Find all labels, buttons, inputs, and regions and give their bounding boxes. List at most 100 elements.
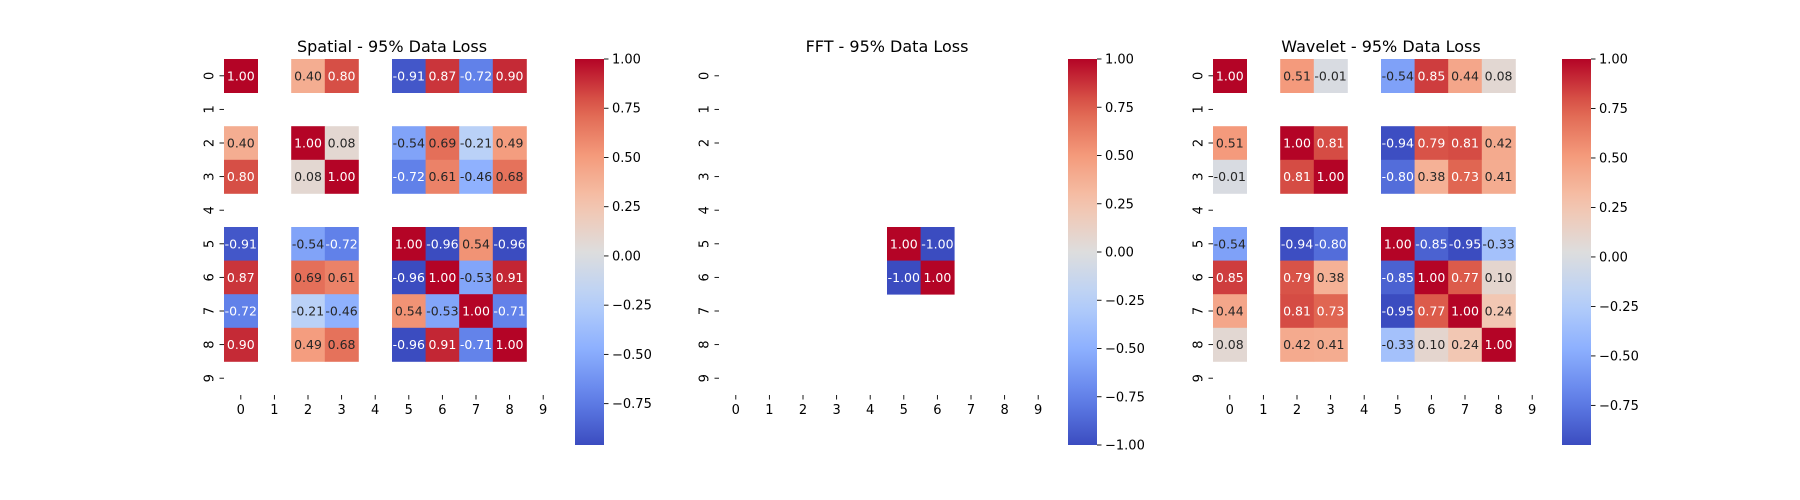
x-tick-label: 3 — [1326, 403, 1334, 418]
heatmap-cell — [1414, 59, 1449, 93]
heatmap-cell — [1481, 126, 1516, 161]
heatmap-cell — [1481, 327, 1516, 362]
x-tick-label: 6 — [933, 403, 941, 418]
heatmap-cell — [492, 294, 527, 329]
heatmap-cell — [1313, 126, 1348, 161]
cell-value-label: -0.72 — [460, 68, 492, 83]
cell-value-label: 1.00 — [1216, 68, 1244, 83]
heatmap-cell — [324, 159, 359, 194]
cell-value-label: 0.41 — [1317, 337, 1345, 352]
heatmap-cell — [291, 327, 326, 362]
cell-value-label: -0.53 — [460, 270, 492, 285]
x-tick-label: 7 — [967, 403, 975, 418]
heatmap-cell — [1381, 260, 1415, 295]
heatmap-cell — [324, 227, 359, 261]
colorbar-tick-label: 0.25 — [1599, 201, 1628, 216]
cell-value-label: 0.44 — [1216, 304, 1244, 319]
heatmap-cell — [291, 260, 326, 295]
cell-value-label: 0.79 — [1417, 136, 1445, 151]
colorbar-tick-label: −0.75 — [1105, 390, 1145, 405]
cell-value-label: -0.95 — [1382, 304, 1414, 319]
chart-title: Spatial - 95% Data Loss — [297, 37, 487, 56]
heatmap-cell — [1414, 294, 1449, 329]
cell-value-label: -0.91 — [225, 236, 257, 251]
cell-value-label: 0.81 — [1317, 136, 1345, 151]
cell-value-label: 1.00 — [923, 270, 951, 285]
heatmap-cell — [492, 126, 527, 161]
heatmap-cell — [425, 59, 460, 93]
cell-value-label: -0.96 — [426, 236, 458, 251]
y-tick-label: 7 — [1192, 307, 1207, 315]
y-tick-label: 0 — [698, 72, 713, 80]
colorbar-tick-label: −0.50 — [1105, 342, 1145, 357]
cell-value-label: 0.77 — [1417, 304, 1445, 319]
y-tick-label: 1 — [698, 105, 713, 113]
cell-value-label: -0.54 — [393, 136, 425, 151]
colorbar — [575, 59, 604, 445]
heatmap-cell — [1313, 59, 1348, 93]
y-tick-label: 6 — [698, 273, 713, 281]
x-tick-label: 4 — [1360, 403, 1368, 418]
heatmap-cell — [1313, 227, 1348, 261]
cell-value-label: -0.94 — [1281, 236, 1313, 251]
chart-title: FFT - 95% Data Loss — [806, 37, 969, 56]
colorbar-tick-label: 0.25 — [612, 200, 641, 215]
y-tick-label: 7 — [698, 307, 713, 315]
x-tick-label: 1 — [765, 403, 773, 418]
heatmap-cell — [1448, 59, 1483, 93]
heatmap-cell — [1280, 294, 1315, 329]
cell-value-label: -0.94 — [1382, 136, 1414, 151]
heatmap-cell — [1313, 327, 1348, 362]
heatmap-cell — [492, 327, 527, 362]
heatmap-cell — [224, 294, 258, 329]
colorbar-tick-label: −0.25 — [1105, 294, 1145, 309]
heatmap-cell — [1280, 159, 1315, 194]
cell-value-label: 1.00 — [1485, 337, 1513, 352]
cell-value-label: -0.91 — [393, 68, 425, 83]
y-tick-label: 3 — [203, 172, 218, 180]
cell-value-label: 0.79 — [1283, 270, 1311, 285]
colorbar — [1068, 59, 1097, 445]
heatmap-cell — [492, 260, 527, 295]
heatmap-cell — [224, 327, 258, 362]
heatmap-cell — [1381, 294, 1415, 329]
heatmap-cell — [1213, 327, 1247, 362]
colorbar-tick-label: 0.50 — [1105, 149, 1134, 164]
cell-value-label: -0.96 — [493, 236, 525, 251]
cell-value-label: 0.54 — [462, 236, 490, 251]
cell-value-label: -0.72 — [393, 169, 425, 184]
cell-value-label: 1.00 — [496, 337, 524, 352]
chart-title: Wavelet - 95% Data Loss — [1281, 37, 1480, 56]
heatmap-cell — [920, 260, 955, 295]
x-tick-label: 2 — [1293, 403, 1301, 418]
cell-value-label: 1.00 — [890, 236, 918, 251]
y-tick-label: 3 — [698, 172, 713, 180]
cell-value-label: 0.10 — [1485, 270, 1513, 285]
cell-value-label: -0.33 — [1482, 236, 1514, 251]
y-tick-label: 8 — [698, 340, 713, 348]
y-tick-label: 4 — [1192, 206, 1207, 214]
x-tick-label: 1 — [1259, 403, 1267, 418]
heatmap-cell — [1448, 126, 1483, 161]
cell-value-label: 1.00 — [1283, 136, 1311, 151]
x-tick-label: 1 — [270, 403, 278, 418]
cell-value-label: -0.21 — [292, 304, 324, 319]
cell-value-label: 0.08 — [1216, 337, 1244, 352]
heatmap-cell — [425, 260, 460, 295]
cell-value-label: -0.72 — [225, 304, 257, 319]
cell-value-label: 0.81 — [1283, 304, 1311, 319]
x-tick-label: 3 — [337, 403, 345, 418]
cell-value-label: 1.00 — [462, 304, 490, 319]
heatmap-cell — [1481, 159, 1516, 194]
cell-value-label: 0.49 — [294, 337, 322, 352]
heatmap-cell — [1481, 260, 1516, 295]
cell-value-label: 0.80 — [227, 169, 255, 184]
cell-value-label: 0.81 — [1283, 169, 1311, 184]
x-tick-label: 8 — [505, 403, 513, 418]
cell-value-label: 0.10 — [1417, 337, 1445, 352]
heatmap-cell — [492, 59, 527, 93]
x-tick-label: 7 — [472, 403, 480, 418]
y-tick-label: 4 — [698, 206, 713, 214]
cell-value-label: 0.08 — [1485, 68, 1513, 83]
